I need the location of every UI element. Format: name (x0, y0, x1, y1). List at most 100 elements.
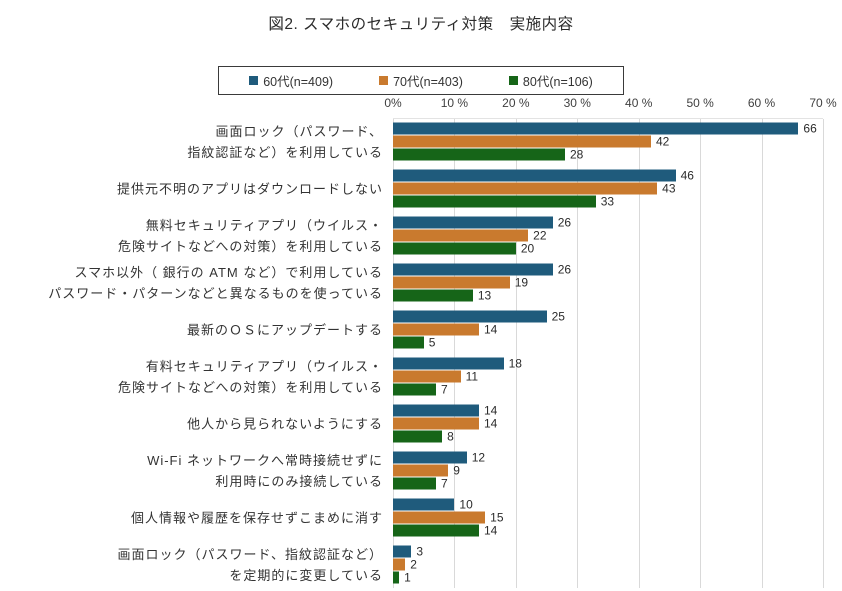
bar-line: 11 (393, 370, 823, 382)
bar-value: 18 (508, 356, 522, 370)
category-label: 他人から見られないようにする (187, 416, 383, 431)
bar-row: 他人から見られないようにする 14 14 8 (0, 400, 842, 447)
bar (393, 511, 486, 523)
x-axis-tick: 40 % (625, 96, 653, 110)
bar-value: 15 (490, 510, 504, 524)
bar-line: 42 (393, 135, 823, 147)
bar (393, 336, 424, 348)
category-label: スマホ以外（ 銀行の ATM など）で利用している パスワード・パターンなどと異… (48, 264, 383, 301)
x-axis-tick: 50 % (686, 96, 714, 110)
gridline (638, 119, 640, 588)
x-axis-tick-labels: 0% 10 % 20 % 30 % 40 % 50 % 60 % 70 % (0, 96, 842, 112)
bar-line: 13 (393, 289, 823, 301)
category-label: 提供元不明のアプリはダウンロードしない (116, 181, 383, 196)
bar-group: 25 14 5 (393, 310, 823, 349)
gridline (761, 119, 763, 588)
category-label: 最新のＯＳにアップデートする (186, 322, 383, 337)
bar-row: 提供元不明のアプリはダウンロードしない 46 43 33 (0, 165, 842, 212)
bar-value: 22 (533, 228, 547, 242)
bar-group: 18 11 7 (393, 357, 823, 396)
bar (393, 263, 553, 275)
bar-line: 15 (393, 511, 823, 523)
bar-line: 2 (393, 558, 823, 570)
bar-value: 14 (484, 416, 498, 430)
bar-line: 66 (393, 122, 823, 134)
bar (393, 451, 467, 463)
bar-group: 12 9 7 (393, 451, 823, 490)
bar-row: スマホ以外（ 銀行の ATM など）で利用している パスワード・パターンなどと異… (0, 259, 842, 306)
bar (393, 404, 479, 416)
category-label: 画面ロック（パスワード、 指紋認証など）を利用している (187, 123, 383, 160)
legend-swatch-icon (379, 76, 389, 85)
gridline (823, 119, 824, 588)
x-axis-tick: 10 % (440, 96, 469, 110)
bar-line: 5 (393, 336, 823, 348)
bar-line: 20 (393, 242, 823, 254)
bar-value: 33 (600, 194, 615, 208)
x-axis-tick: 0% (384, 96, 402, 110)
bar-group: 26 19 13 (393, 263, 823, 302)
bar (393, 148, 565, 160)
bar-row: Wi-Fi ネットワークへ常時接続せずに 利用時にのみ接続している 12 9 7 (0, 447, 842, 494)
bar-line: 28 (393, 148, 823, 160)
bar-line: 26 (393, 216, 823, 228)
bar-line: 12 (393, 451, 823, 463)
bar-line: 22 (393, 229, 823, 241)
bar-line: 14 (393, 524, 823, 536)
bar-line: 33 (393, 195, 823, 207)
bar-group: 46 43 33 (393, 169, 823, 208)
category-label: 有料セキュリティアプリ（ウイルス・ 危険サイトなどへの対策）を利用している (118, 358, 383, 395)
legend-box: 60代(n=409) 70代(n=403) 80代(n=106) (218, 66, 624, 95)
bar-line: 8 (393, 430, 823, 442)
bar (393, 571, 400, 583)
bar (393, 242, 516, 254)
bar-value: 14 (484, 322, 498, 336)
bar-value: 42 (656, 134, 670, 148)
legend-label: 60代(n=409) (263, 75, 334, 89)
gridline (454, 119, 456, 588)
bar-line: 7 (393, 477, 823, 489)
bar-line: 7 (393, 383, 823, 395)
bar-group: 26 22 20 (393, 216, 823, 255)
bar-rows: 画面ロック（パスワード、 指紋認証など）を利用している 66 42 28 提供元不明のア… (0, 118, 842, 588)
bar (393, 430, 443, 442)
bar-value: 26 (557, 215, 572, 229)
bar-line: 14 (393, 417, 823, 429)
bar-row: 有料セキュリティアプリ（ウイルス・ 危険サイトなどへの対策）を利用している 18 1… (0, 353, 842, 400)
chart-title: 図2. スマホのセキュリティ対策 実施内容 (268, 16, 574, 33)
bar-value: 3 (416, 544, 424, 558)
legend-swatch-icon (508, 76, 518, 85)
bar-value: 19 (514, 275, 529, 289)
bar (393, 545, 412, 557)
gridline (700, 119, 702, 588)
bar (393, 122, 799, 134)
legend: 60代(n=409) 70代(n=403) 80代(n=106) (0, 66, 842, 95)
bar (393, 310, 547, 322)
bar-value: 25 (551, 309, 565, 323)
bar-line: 14 (393, 404, 823, 416)
bar (393, 169, 676, 181)
bar-value: 46 (680, 168, 694, 182)
x-axis-tick: 20 % (502, 96, 530, 110)
bar-line: 25 (393, 310, 823, 322)
legend-swatch-icon (249, 76, 259, 85)
bar-value: 9 (453, 463, 460, 477)
bar (393, 323, 479, 335)
bar (393, 216, 553, 228)
bar (393, 229, 529, 241)
bar (393, 357, 504, 369)
bar-value: 43 (662, 181, 676, 195)
bar-line: 3 (393, 545, 823, 557)
x-axis-tick: 30 % (563, 96, 591, 110)
legend-label: 70代(n=403) (393, 75, 463, 89)
bar-value: 1 (404, 570, 411, 584)
bar (393, 383, 436, 395)
bar-value: 20 (520, 241, 535, 255)
plot-area (393, 118, 824, 588)
bar-row: 画面ロック（パスワード、 指紋認証など）を利用している 66 42 28 (0, 118, 842, 165)
bar-line: 10 (393, 498, 823, 510)
bar-value: 7 (441, 382, 448, 396)
bar-line: 9 (393, 464, 823, 476)
